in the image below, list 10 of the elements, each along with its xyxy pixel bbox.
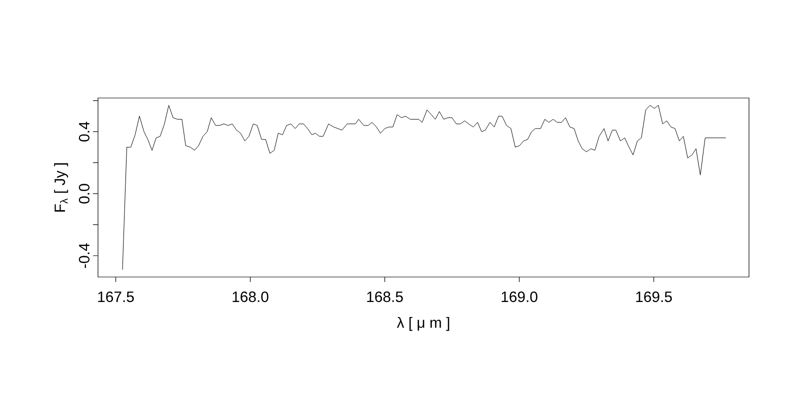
y-tick-label: 0.0 xyxy=(78,184,90,204)
x-tick-label: 168.0 xyxy=(232,292,268,302)
x-tick-label: 168.5 xyxy=(367,292,403,302)
x-tick-label: 169.0 xyxy=(502,292,538,302)
x-axis-title: λ [ μ m ] xyxy=(396,316,450,331)
x-tick-label: 169.5 xyxy=(636,292,672,302)
y-tick-label: 0.4 xyxy=(78,122,90,142)
y-axis-title: F$_{λ}$ [ Jy ] xyxy=(54,163,68,212)
y-tick-label: -0.4 xyxy=(78,243,90,268)
x-tick-label: 167.5 xyxy=(98,292,134,302)
